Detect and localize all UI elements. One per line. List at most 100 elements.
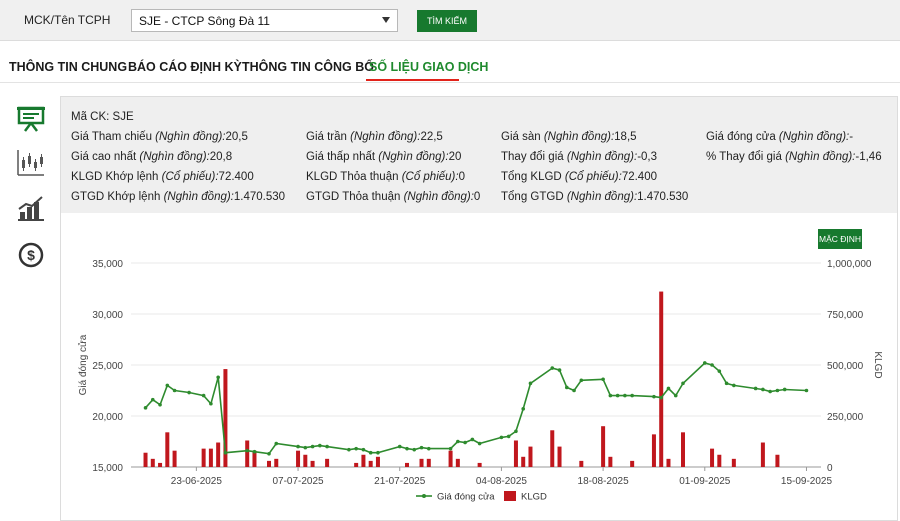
trading-data-panel: Mã CK: SJE Giá Tham chiếu (Nghìn đồng):2…	[60, 96, 898, 521]
volume-bar	[375, 456, 380, 467]
price-point	[187, 390, 191, 395]
search-button[interactable]: TÌM KIẾM	[417, 10, 477, 32]
quote-field-unit: (Cổ phiếu):	[564, 171, 622, 183]
price-point	[477, 441, 482, 446]
ticker-value: SJE	[112, 111, 134, 123]
quote-field-value: -	[849, 131, 854, 143]
quote-field: GTGD Thỏa thuận (Nghìn đồng):0	[306, 191, 480, 203]
quote-field-unit: (Nghìn đồng):	[378, 151, 449, 163]
quote-field-unit: (Nghìn đồng):	[403, 191, 474, 203]
company-select-value: SJE - CTCP Sông Đà 11	[139, 14, 270, 28]
volume-bar	[681, 432, 685, 467]
price-point	[143, 406, 148, 410]
volume-bar	[368, 460, 373, 467]
quote-field-label: GTGD Khớp lệnh	[71, 191, 164, 203]
bar-growth-icon[interactable]	[14, 194, 50, 224]
volume-bar	[666, 458, 671, 467]
quote-field-value: 20,5	[225, 131, 248, 143]
quote-field-label: Giá thấp nhất	[306, 151, 379, 163]
dollar-coin-icon[interactable]: $	[14, 240, 50, 270]
quote-field: Giá đóng cửa (Nghìn đồng):-	[706, 131, 853, 143]
price-point	[528, 381, 533, 386]
price-point	[223, 450, 228, 455]
volume-bar	[267, 460, 271, 467]
volume-bar	[405, 462, 409, 467]
volume-bar	[426, 458, 431, 467]
price-point	[753, 386, 758, 391]
candlestick-chart-icon[interactable]	[14, 148, 50, 178]
volume-bar	[448, 450, 453, 467]
tab-disclosures[interactable]: THÔNG TIN CÔNG BỐ	[242, 60, 374, 74]
y-left-tick-label: 35,000	[92, 259, 123, 270]
volume-bar	[455, 458, 460, 467]
presentation-icon[interactable]	[14, 104, 50, 134]
quote-field-label: Thay đổi giá	[501, 151, 567, 163]
price-point	[804, 388, 809, 393]
quote-field-unit: (Nghìn đồng):	[778, 131, 850, 143]
quote-field-value: 1.470.530	[637, 191, 689, 203]
price-point	[274, 441, 279, 446]
quote-field-label: Giá đóng cửa	[706, 131, 779, 143]
price-point	[579, 378, 584, 383]
quote-field-value: 0	[458, 171, 465, 183]
quote-field-value: -0,3	[637, 151, 658, 163]
price-point	[209, 401, 213, 406]
quote-field: Giá trần (Nghìn đồng):22,5	[306, 131, 443, 143]
volume-bar	[201, 448, 206, 467]
price-point	[325, 444, 329, 449]
y-right-axis-title: KLGD	[872, 351, 883, 378]
legend-bar-swatch	[504, 491, 516, 501]
price-point	[506, 434, 511, 439]
quote-field-unit: (Nghìn đồng):	[163, 191, 234, 203]
price-point	[630, 393, 634, 398]
price-point	[216, 375, 220, 380]
tab-periodic-reports[interactable]: BÁO CÁO ĐỊNH KỲ	[128, 60, 242, 74]
tab-trading-data[interactable]: SỐ LIỆU GIAO DỊCH	[369, 60, 489, 74]
price-point	[310, 444, 315, 449]
volume-bar	[158, 462, 163, 467]
volume-bar	[245, 440, 250, 467]
price-point	[347, 447, 351, 452]
volume-bar	[354, 462, 359, 467]
price-point	[499, 435, 504, 440]
price-point	[412, 447, 417, 452]
quote-field: Tổng GTGD (Nghìn đồng):1.470.530	[501, 191, 688, 203]
volume-bar	[477, 462, 482, 467]
quote-field-label: Giá cao nhất	[71, 151, 140, 163]
quote-field: Thay đổi giá (Nghìn đồng):-0,3	[501, 151, 657, 163]
volume-bar	[252, 450, 257, 467]
quote-field: Giá cao nhất (Nghìn đồng):20,8	[71, 151, 232, 163]
price-point	[463, 440, 467, 445]
price-point	[702, 361, 707, 365]
tab-general-info[interactable]: THÔNG TIN CHUNG	[9, 60, 128, 74]
quote-field-unit: (Nghìn đồng):	[155, 131, 226, 143]
volume-bar	[361, 454, 366, 467]
quote-field-unit: (Nghìn đồng):	[139, 151, 210, 163]
quote-field-label: Tổng KLGD	[501, 171, 565, 183]
x-tick-label: 18-08-2025	[578, 476, 630, 487]
volume-bar	[216, 442, 221, 467]
price-point	[681, 381, 685, 386]
price-point	[419, 445, 424, 450]
price-point	[456, 439, 460, 444]
price-point	[252, 449, 257, 454]
volume-bar	[310, 460, 315, 467]
volume-bar	[557, 446, 562, 467]
price-point	[448, 446, 453, 451]
volume-bar	[731, 458, 736, 467]
price-point	[659, 395, 664, 400]
reset-zoom-button[interactable]: MẶC ĐỊNH	[818, 229, 862, 249]
active-tab-underline	[366, 79, 459, 81]
volume-bar	[775, 454, 780, 467]
price-point	[376, 450, 380, 455]
company-select[interactable]: SJE - CTCP Sông Đà 11	[131, 9, 398, 32]
y-left-axis-title: Giá đóng cửa	[77, 334, 89, 395]
volume-bar	[208, 448, 213, 467]
x-tick-label: 23-06-2025	[171, 476, 223, 487]
volume-bar	[710, 448, 715, 467]
volume-bar	[630, 460, 635, 467]
quote-field-value: 18,5	[614, 131, 637, 143]
price-point	[623, 393, 627, 398]
x-tick-label: 04-08-2025	[476, 476, 528, 487]
quote-field-label: KLGD Thỏa thuận	[306, 171, 402, 183]
